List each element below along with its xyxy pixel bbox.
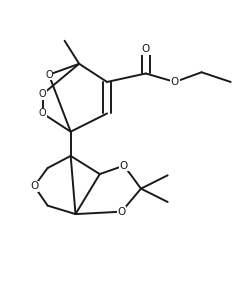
Text: O: O: [39, 89, 47, 99]
Text: O: O: [142, 44, 150, 54]
Text: O: O: [39, 108, 47, 119]
Text: O: O: [118, 207, 126, 217]
Text: O: O: [45, 70, 53, 80]
Text: O: O: [171, 77, 179, 87]
Text: O: O: [30, 181, 38, 191]
Text: O: O: [120, 161, 128, 171]
